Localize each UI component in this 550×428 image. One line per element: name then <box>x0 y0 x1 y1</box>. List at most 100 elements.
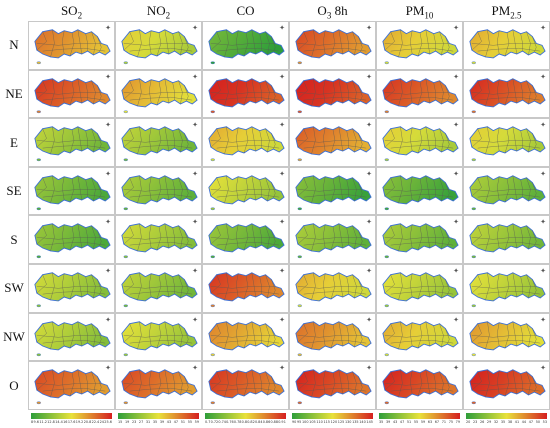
district-boundary <box>512 369 517 395</box>
legend-tick-label: 22.4 <box>91 420 100 424</box>
district-boundary <box>149 225 152 249</box>
district-boundary <box>137 224 142 252</box>
column-header-subscript: 2.5 <box>510 10 522 21</box>
district-boundary <box>224 369 229 398</box>
district-boundary <box>485 78 490 106</box>
district-boundary <box>149 322 152 346</box>
district-boundary <box>36 226 47 245</box>
district-boundary <box>69 372 75 397</box>
district-boundary <box>330 372 336 397</box>
district-boundary <box>477 48 541 52</box>
compass-icon: ✦ <box>366 218 372 227</box>
district-boundary <box>42 145 106 149</box>
district-boundary <box>297 371 308 391</box>
district-boundary <box>485 126 490 155</box>
district-boundary <box>210 237 276 240</box>
district-boundary <box>485 29 490 57</box>
column-header-main: CO <box>236 3 255 18</box>
compass-icon: ✦ <box>453 169 459 178</box>
district-boundary <box>512 224 517 249</box>
district-boundary <box>243 32 249 57</box>
map-panel: ✦ <box>463 69 550 119</box>
district-boundary <box>485 272 490 300</box>
district-boundary <box>297 91 363 95</box>
district-boundary <box>149 370 152 395</box>
compass-icon: ✦ <box>366 315 372 324</box>
district-boundary <box>410 79 413 103</box>
district-boundary <box>77 321 82 346</box>
district-boundary <box>164 78 169 103</box>
legend-tick-label: 27 <box>138 420 144 424</box>
district-boundary <box>251 369 256 395</box>
district-boundary <box>69 227 75 251</box>
color-legend: 20 23 26 29 32 35 38 41 44 47 50 53 <box>463 411 550 428</box>
island-shape <box>36 401 41 405</box>
legend-tick-label: 120 <box>330 420 338 424</box>
district-boundary <box>210 140 276 143</box>
legend-tick-label: 1 <box>283 420 286 424</box>
district-boundary <box>36 80 47 99</box>
district-boundary <box>210 128 221 148</box>
legend-tick-label: 51 <box>406 420 412 424</box>
district-boundary <box>36 237 102 240</box>
district-boundary <box>303 388 367 392</box>
district-boundary <box>384 371 395 391</box>
district-boundary <box>485 224 490 252</box>
district-boundary <box>129 242 193 246</box>
compass-icon: ✦ <box>192 72 198 81</box>
legend-tick-label: 0.78 <box>233 420 242 424</box>
district-boundary <box>42 242 106 246</box>
compass-icon: ✦ <box>453 121 459 130</box>
island-shape <box>123 110 128 113</box>
district-boundary <box>156 227 162 251</box>
legend-tick-label: 25.6 <box>104 420 112 424</box>
district-boundary <box>323 322 326 346</box>
district-boundary <box>311 224 316 252</box>
district-boundary <box>42 96 106 100</box>
district-boundary <box>164 126 169 152</box>
district-boundary <box>251 126 256 152</box>
legend-row: 8 9.6 11.2 12.8 14.4 16 17.6 19.2 20.8 22.4 24 25.6… <box>28 411 550 428</box>
district-boundary <box>129 145 193 149</box>
district-boundary <box>303 291 367 295</box>
map-panel: ✦ <box>115 312 202 362</box>
district-boundary <box>504 275 510 299</box>
district-boundary <box>297 128 308 148</box>
legend-tick-label: 71 <box>441 420 447 424</box>
district-boundary <box>224 126 229 155</box>
district-boundary <box>251 29 256 55</box>
island-shape <box>36 110 41 113</box>
district-boundary <box>471 237 537 240</box>
district-boundary <box>384 128 395 148</box>
district-boundary <box>471 80 482 99</box>
pollutant-map <box>208 29 285 65</box>
map-panel: ✦ <box>115 21 202 70</box>
legend-tick-label: 67 <box>434 420 440 424</box>
district-boundary <box>477 388 541 392</box>
compass-icon: ✦ <box>279 72 285 81</box>
district-boundary <box>123 91 189 95</box>
island-shape <box>123 352 128 356</box>
district-boundary <box>297 334 363 338</box>
row-label: S <box>10 231 18 247</box>
district-boundary <box>123 286 189 289</box>
compass-icon: ✦ <box>540 218 546 227</box>
legend-tick-labels: 0.7 0.72 0.74 0.76 0.78 0.8 0.82 0.84 0.86 0.88 0.… <box>205 420 286 427</box>
district-boundary <box>323 30 326 55</box>
district-boundary <box>471 323 482 342</box>
district-boundary <box>149 127 152 152</box>
district-boundary <box>36 274 47 294</box>
island-shape <box>297 401 302 405</box>
row-label: NW <box>3 328 25 344</box>
district-boundary <box>216 242 280 246</box>
district-boundary <box>512 126 517 152</box>
district-boundary <box>485 321 490 349</box>
map-panel: ✦ <box>28 21 115 70</box>
color-legend: 0.7 0.72 0.74 0.76 0.78 0.8 0.82 0.84 0.86 0.88 0.… <box>202 411 289 428</box>
district-boundary <box>297 31 308 51</box>
district-boundary <box>137 126 142 155</box>
map-panel: ✦ <box>463 312 550 362</box>
district-boundary <box>410 127 413 152</box>
district-boundary <box>77 272 82 298</box>
island-shape <box>471 110 476 113</box>
